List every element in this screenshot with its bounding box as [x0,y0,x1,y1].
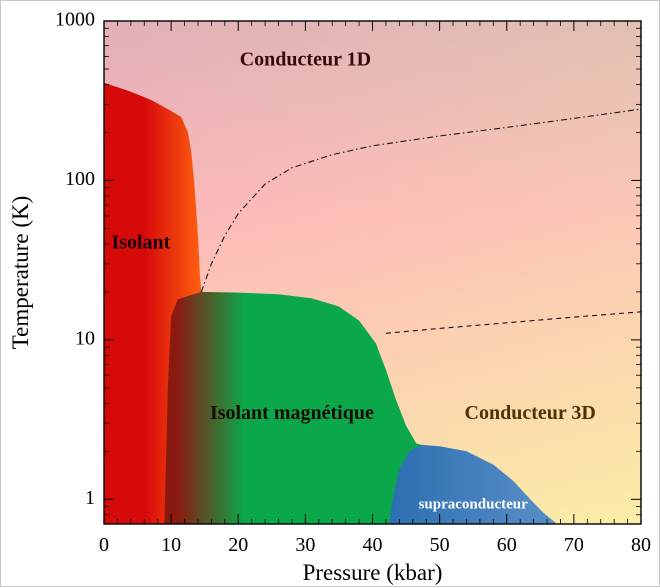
y-tick-label: 1000 [55,9,95,31]
phase-regions [104,82,558,524]
x-tick-label: 60 [497,534,517,556]
y-tick-label: 10 [75,327,95,349]
region-labels: Isolant Isolant magnétique supraconducteur… [111,49,595,513]
x-tick-label: 0 [99,534,109,556]
y-axis-title: Temperature (K) [8,196,33,350]
label-isolant: Isolant [111,231,170,253]
label-conducteur-1d: Conducteur 1D [240,49,371,71]
x-tick-label: 80 [631,534,651,556]
label-isolant-magnetique: Isolant magnétique [210,402,374,424]
label-supraconducteur: supraconducteur [419,497,529,513]
line-crossover-3d [385,311,641,334]
region-supraconducteur [389,444,558,524]
x-tick-label: 10 [161,534,181,556]
y-tick-label: 1 [85,487,95,509]
y-tick-label: 100 [65,168,95,190]
x-tick-label: 30 [295,534,315,556]
ticks: 0 10 20 30 40 50 60 70 80 1 10 100 1000 [55,9,651,556]
crossover-lines [200,108,641,334]
x-tick-label: 50 [430,534,450,556]
label-conducteur-3d: Conducteur 3D [465,402,596,424]
x-axis-title: Pressure (kbar) [303,560,443,585]
x-tick-label: 70 [564,534,584,556]
line-crossover-1d [200,108,641,293]
x-tick-label: 20 [228,534,248,556]
x-tick-label: 40 [363,534,383,556]
region-isolant-magnetique [164,291,421,524]
